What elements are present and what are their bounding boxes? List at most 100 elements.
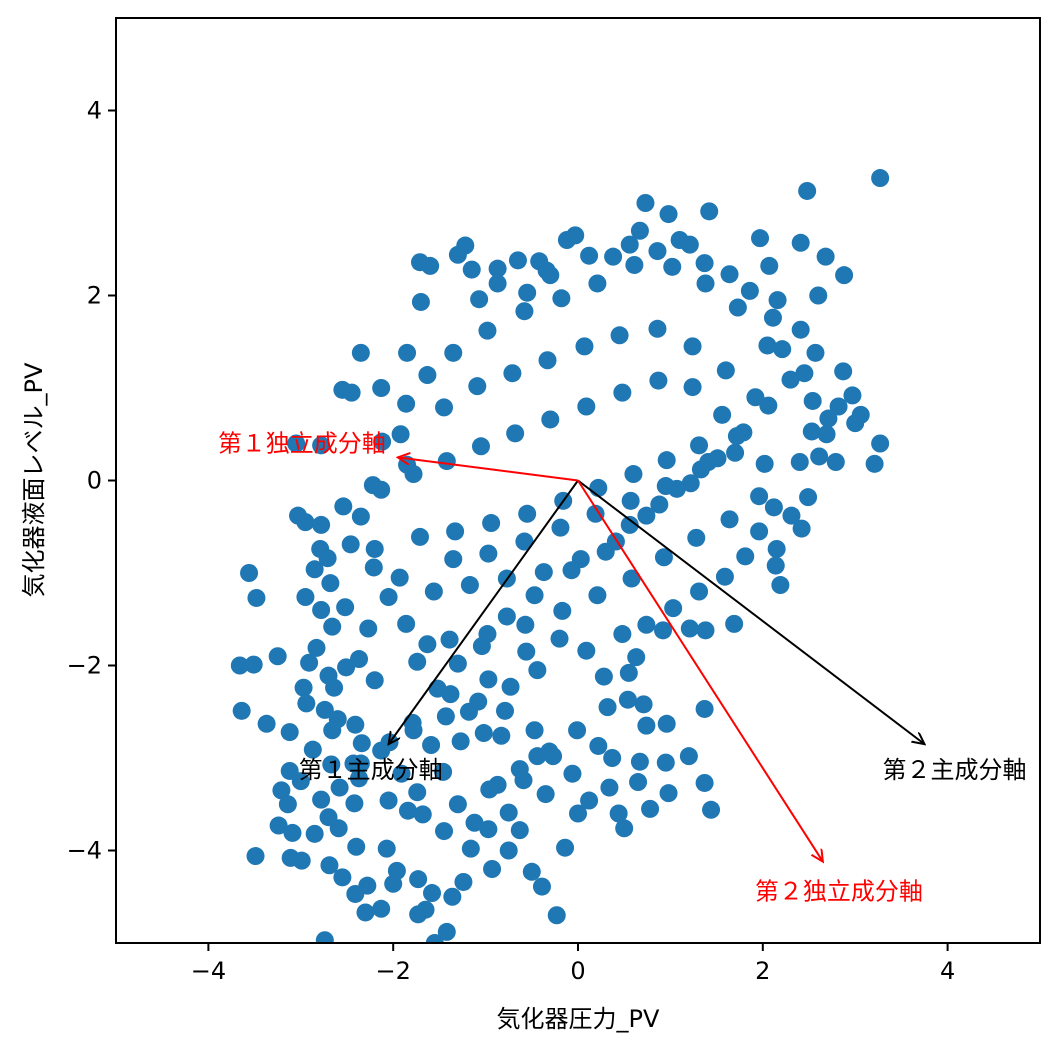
data-point	[817, 425, 836, 444]
data-point	[315, 931, 334, 943]
data-point	[501, 677, 520, 696]
data-point	[799, 488, 818, 507]
data-point	[648, 242, 667, 261]
data-point	[356, 903, 375, 922]
data-point	[663, 257, 682, 276]
data-point	[634, 695, 653, 714]
data-point	[538, 351, 557, 370]
data-point	[379, 791, 398, 810]
data-point	[479, 544, 498, 563]
x-tick-label: 4	[940, 957, 955, 985]
data-point	[436, 707, 455, 726]
data-point	[515, 532, 534, 551]
data-point	[342, 383, 361, 402]
data-point	[358, 876, 377, 895]
data-point	[468, 377, 487, 396]
data-point	[444, 343, 463, 362]
data-point	[482, 514, 501, 533]
data-point	[763, 308, 782, 327]
data-point	[580, 791, 599, 810]
data-point	[654, 548, 673, 567]
data-point	[695, 699, 714, 718]
data-point	[423, 884, 442, 903]
data-point	[630, 752, 649, 771]
data-point	[803, 391, 822, 410]
data-point	[613, 625, 632, 644]
data-point	[809, 286, 828, 305]
x-axis-label: 気化器圧力_PV	[497, 1005, 660, 1033]
data-point	[424, 582, 443, 601]
data-point	[292, 851, 311, 870]
data-point	[648, 319, 667, 338]
data-point	[687, 528, 706, 547]
data-point	[720, 265, 739, 284]
data-point	[746, 388, 765, 407]
data-point	[312, 436, 331, 455]
data-point	[656, 477, 675, 496]
data-point	[334, 497, 353, 516]
data-point	[610, 326, 629, 345]
data-point	[280, 723, 299, 742]
data-point	[320, 856, 339, 875]
data-point	[834, 362, 853, 381]
data-point	[377, 839, 396, 858]
data-point	[478, 625, 497, 644]
data-point	[413, 805, 432, 824]
data-point	[435, 398, 454, 417]
data-point	[791, 233, 810, 252]
data-point	[444, 550, 463, 569]
data-point	[726, 443, 745, 462]
data-point	[323, 721, 342, 740]
data-point	[650, 495, 669, 514]
data-point	[230, 656, 249, 675]
data-point	[563, 764, 582, 783]
data-point	[460, 576, 479, 595]
y-axis: −4 −2 0 2 4	[67, 97, 116, 865]
data-point	[541, 410, 560, 429]
data-point	[690, 582, 709, 601]
data-point	[795, 364, 814, 383]
data-point	[359, 619, 378, 638]
data-point	[681, 474, 700, 493]
data-point	[461, 839, 480, 858]
data-point	[305, 560, 324, 579]
data-point	[346, 715, 365, 734]
data-point	[312, 790, 331, 809]
data-point	[398, 801, 417, 820]
data-point	[620, 515, 639, 534]
data-point	[594, 667, 613, 686]
data-point	[767, 539, 786, 558]
data-point	[589, 736, 608, 755]
data-point	[365, 671, 384, 690]
data-point	[418, 635, 437, 654]
data-point	[525, 586, 544, 605]
x-axis: −4 −2 0 2 4	[191, 943, 955, 985]
data-point	[510, 821, 529, 840]
data-point	[588, 274, 607, 293]
data-point	[522, 862, 541, 881]
data-point	[816, 247, 835, 266]
data-point	[297, 694, 316, 713]
data-point	[365, 539, 384, 558]
data-point	[759, 396, 778, 415]
data-point	[372, 480, 391, 499]
data-point	[351, 507, 370, 526]
data-point	[680, 235, 699, 254]
data-point	[448, 795, 467, 814]
data-point	[322, 755, 341, 774]
data-point	[319, 666, 338, 685]
data-point	[553, 601, 572, 620]
data-point	[410, 527, 429, 546]
data-point	[515, 302, 534, 321]
axis-annotation: 第２独立成分軸	[755, 878, 923, 906]
data-point	[871, 169, 890, 188]
data-point	[404, 721, 423, 740]
data-point	[315, 700, 334, 719]
data-point	[474, 724, 493, 743]
data-point	[418, 366, 437, 385]
data-point	[379, 588, 398, 607]
data-point	[865, 454, 884, 473]
data-point	[620, 235, 639, 254]
data-point	[278, 795, 297, 814]
data-point	[303, 740, 322, 759]
